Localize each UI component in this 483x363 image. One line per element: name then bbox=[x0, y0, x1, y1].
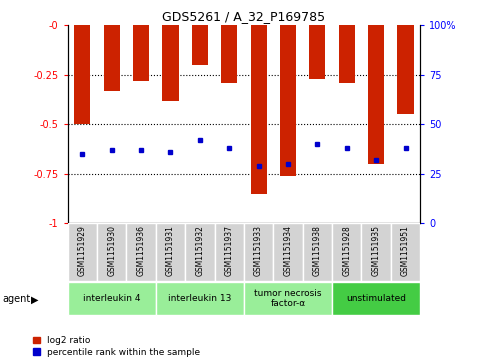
Text: interleukin 13: interleukin 13 bbox=[168, 294, 231, 303]
Bar bbox=[251, 25, 267, 193]
Bar bbox=[221, 25, 237, 83]
Bar bbox=[74, 25, 90, 124]
Bar bbox=[332, 223, 361, 281]
Text: GSM1151933: GSM1151933 bbox=[254, 225, 263, 276]
Text: GSM1151929: GSM1151929 bbox=[78, 225, 87, 276]
Text: GSM1151936: GSM1151936 bbox=[137, 225, 145, 276]
Text: interleukin 4: interleukin 4 bbox=[83, 294, 141, 303]
Bar bbox=[133, 25, 149, 81]
Legend: log2 ratio, percentile rank within the sample: log2 ratio, percentile rank within the s… bbox=[33, 336, 200, 357]
Text: GSM1151935: GSM1151935 bbox=[371, 225, 381, 276]
Bar bbox=[303, 223, 332, 281]
Bar bbox=[332, 282, 420, 315]
Bar bbox=[244, 223, 273, 281]
Text: ▶: ▶ bbox=[31, 294, 39, 305]
Text: GSM1151938: GSM1151938 bbox=[313, 225, 322, 276]
Bar bbox=[398, 25, 413, 114]
Text: GSM1151951: GSM1151951 bbox=[401, 225, 410, 276]
Text: GSM1151930: GSM1151930 bbox=[107, 225, 116, 276]
Bar bbox=[309, 25, 326, 79]
Bar bbox=[273, 223, 303, 281]
Bar bbox=[192, 25, 208, 65]
Bar bbox=[156, 282, 244, 315]
Text: GSM1151934: GSM1151934 bbox=[284, 225, 293, 276]
Bar bbox=[68, 282, 156, 315]
Bar bbox=[97, 223, 127, 281]
Bar bbox=[104, 25, 120, 91]
Bar bbox=[339, 25, 355, 83]
Bar bbox=[68, 223, 97, 281]
Bar bbox=[185, 223, 214, 281]
Bar bbox=[361, 223, 391, 281]
Text: GSM1151928: GSM1151928 bbox=[342, 225, 351, 276]
Bar bbox=[156, 223, 185, 281]
Bar bbox=[214, 223, 244, 281]
Text: agent: agent bbox=[2, 294, 30, 305]
Text: unstimulated: unstimulated bbox=[346, 294, 406, 303]
Bar bbox=[127, 223, 156, 281]
Bar bbox=[244, 282, 332, 315]
Bar bbox=[368, 25, 384, 164]
Text: tumor necrosis
factor-α: tumor necrosis factor-α bbox=[254, 289, 322, 308]
Text: GSM1151932: GSM1151932 bbox=[195, 225, 204, 276]
Text: GSM1151931: GSM1151931 bbox=[166, 225, 175, 276]
Title: GDS5261 / A_32_P169785: GDS5261 / A_32_P169785 bbox=[162, 10, 326, 23]
Bar bbox=[162, 25, 179, 101]
Bar bbox=[391, 223, 420, 281]
Text: GSM1151937: GSM1151937 bbox=[225, 225, 234, 276]
Bar bbox=[280, 25, 296, 176]
